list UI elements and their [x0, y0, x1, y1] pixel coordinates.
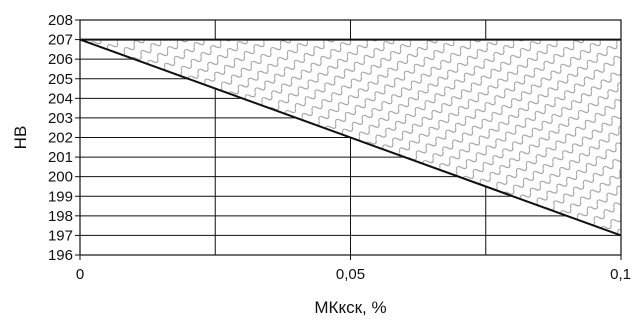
- x-axis-title: МКкск, %: [314, 298, 386, 317]
- y-tick-label: 204: [48, 90, 73, 107]
- x-tick-label: 0,05: [336, 266, 365, 283]
- y-tick-label: 205: [48, 71, 73, 88]
- x-tick-label: 0: [76, 266, 84, 283]
- y-tick-label: 207: [48, 32, 73, 49]
- series-layer: [79, 38, 622, 237]
- y-axis-ticks: 196 197 198 199 200 201 202 203 204 205 206 207 208: [48, 12, 80, 264]
- y-tick-label: 198: [48, 208, 73, 225]
- y-tick-label: 201: [48, 149, 73, 166]
- y-tick-label: 200: [48, 169, 73, 186]
- y-tick-label: 208: [48, 12, 73, 29]
- y-tick-label: 206: [48, 51, 73, 68]
- y-tick-label: 199: [48, 188, 73, 205]
- y-tick-label: 202: [48, 130, 73, 147]
- y-tick-label: 203: [48, 110, 73, 127]
- series-line: [79, 38, 622, 237]
- x-tick-label: 0,1: [610, 266, 631, 283]
- y-axis-title: HB: [11, 126, 30, 150]
- y-tick-label: 196: [48, 247, 73, 264]
- y-tick-label: 197: [48, 227, 73, 244]
- x-axis-ticks: 0 0,05 0,1: [76, 255, 631, 283]
